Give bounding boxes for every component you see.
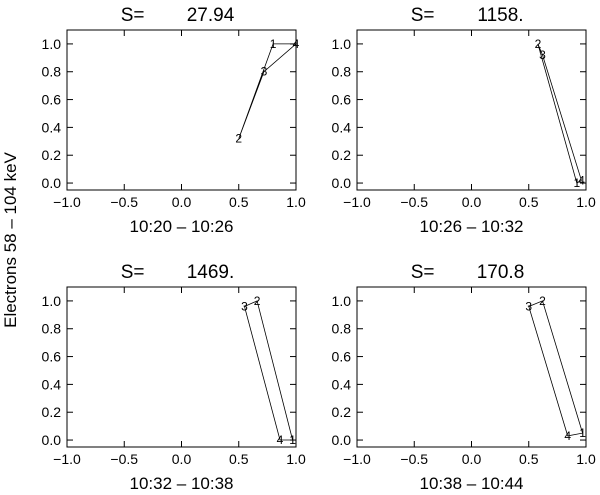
series-outline [528,300,584,437]
panel-title: S= [121,5,145,26]
y-tick-label: 1.0 [42,293,62,309]
chart-panel-1: −1.0 −0.5 0.0 0.5 1.0 0.0 0.2 0.4 0.6 0.8 1.0 S= 27.… [42,5,306,236]
point-label: 4 [564,429,571,443]
x-tick-label: 0.0 [462,194,482,210]
panel-xlabel: 10:26 – 10:32 [420,217,524,236]
x-tick-label: −1.0 [53,451,81,467]
x-tick-label: 1.0 [286,451,306,467]
y-tick-label: 0.2 [332,404,352,420]
x-tick-label: 1.0 [576,451,596,467]
y-tick-label: 1.0 [42,36,62,52]
y-tick-label: 0.8 [42,64,62,80]
point-label: 3 [525,299,532,313]
plot-frame [356,29,587,191]
x-tick-label: 1.0 [286,194,306,210]
point-label: 2 [535,37,542,51]
panel-title: S= [121,262,145,283]
x-tick-label: 0.0 [172,451,192,467]
y-tick-label: 0.4 [332,119,352,135]
y-tick-label: 0.6 [332,349,352,365]
figure-ylabel: Electrons 58 – 104 keV [1,151,20,327]
chart-panel-2: −1.0 −0.5 0.0 0.5 1.0 0.0 0.2 0.4 0.6 0.8 1.0 S= 115… [332,5,596,236]
x-tick-label: 1.0 [576,194,596,210]
x-tick-label: −1.0 [343,451,371,467]
point-label: 3 [241,299,248,313]
y-tick-label: 0.2 [332,147,352,163]
panel-xlabel: 10:32 – 10:38 [130,474,234,493]
y-tick-label: 0.4 [42,119,62,135]
y-tick-label: 0.8 [332,64,352,80]
panel-xlabel: 10:20 – 10:26 [130,217,234,236]
y-tick-label: 1.0 [332,36,352,52]
x-tick-label: 0.0 [462,451,482,467]
y-tick-label: 0.0 [42,175,62,191]
x-tick-label: −1.0 [343,194,371,210]
point-label: 3 [261,65,268,79]
x-tick-label: −1.0 [53,194,81,210]
x-tick-label: 0.5 [519,451,539,467]
point-label: 4 [293,37,300,51]
point-label: 2 [539,294,546,308]
y-tick-label: 0.0 [42,432,62,448]
panel-title: S= [411,262,435,283]
x-tick-label: 0.5 [229,194,249,210]
y-tick-label: 0.4 [42,376,62,392]
y-tick-label: 0.2 [42,404,62,420]
x-tick-label: −0.5 [400,194,428,210]
y-tick-label: 0.6 [332,92,352,108]
point-label: 4 [578,173,585,187]
y-tick-label: 0.8 [332,321,352,337]
point-label: 2 [235,132,242,146]
y-tick-label: 0.0 [332,432,352,448]
point-label: 1 [579,426,586,440]
x-tick-label: −0.5 [400,451,428,467]
point-label: 4 [277,433,284,447]
point-label: 1 [573,176,580,190]
y-tick-label: 1.0 [332,293,352,309]
x-tick-label: 0.0 [172,194,192,210]
chart-panel-3: −1.0 −0.5 0.0 0.5 1.0 0.0 0.2 0.4 0.6 0.8 1.0 S= 146… [42,262,306,493]
panel-s-value: 1469. [187,262,235,283]
y-tick-label: 0.0 [332,175,352,191]
x-tick-label: −0.5 [110,451,138,467]
y-tick-label: 0.2 [42,147,62,163]
point-label: 1 [270,37,277,51]
panel-s-value: 1158. [477,5,523,26]
x-tick-label: 0.5 [229,451,249,467]
chart-panel-4: −1.0 −0.5 0.0 0.5 1.0 0.0 0.2 0.4 0.6 0.8 1.0 S= 170… [332,262,596,493]
point-label: 2 [254,294,261,308]
plot-frame [66,286,297,448]
panel-xlabel: 10:38 – 10:44 [420,474,524,493]
plot-frame [356,286,587,448]
y-tick-label: 0.8 [42,321,62,337]
plot-frame [66,29,297,191]
panel-s-value: 170.8 [477,262,525,283]
panel-title: S= [411,5,435,26]
point-label: 1 [289,433,296,447]
series-outline [244,300,294,441]
x-tick-label: 0.5 [519,194,539,210]
series-outline [238,43,298,139]
y-tick-label: 0.6 [42,92,62,108]
series-outline [537,43,582,184]
x-tick-label: −0.5 [110,194,138,210]
y-tick-label: 0.4 [332,376,352,392]
y-tick-label: 0.6 [42,349,62,365]
point-label: 3 [539,48,546,62]
panel-s-value: 27.94 [187,5,235,26]
